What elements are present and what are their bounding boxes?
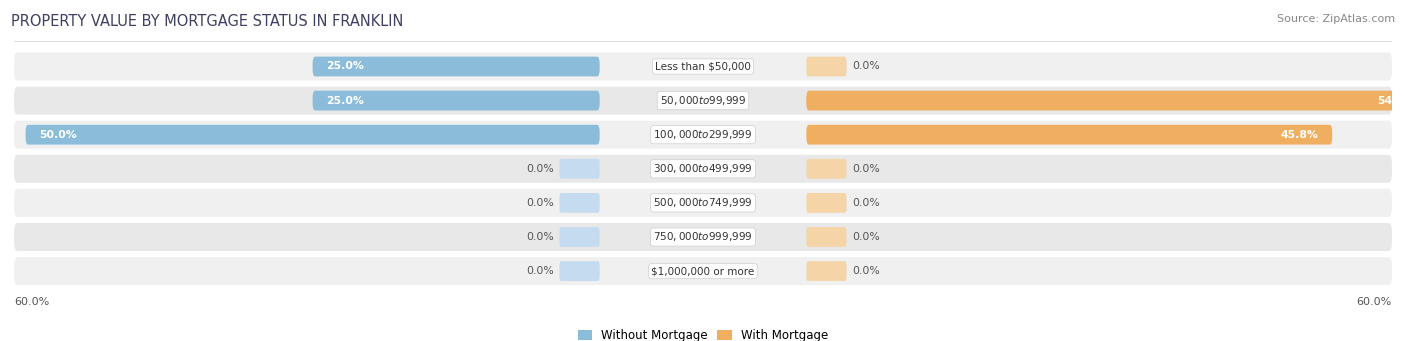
FancyBboxPatch shape [807,227,846,247]
Text: PROPERTY VALUE BY MORTGAGE STATUS IN FRANKLIN: PROPERTY VALUE BY MORTGAGE STATUS IN FRA… [11,14,404,29]
FancyBboxPatch shape [312,91,599,110]
Text: 25.0%: 25.0% [326,95,364,106]
FancyBboxPatch shape [807,57,846,76]
Text: 0.0%: 0.0% [852,164,880,174]
FancyBboxPatch shape [14,189,1392,217]
Text: 60.0%: 60.0% [14,297,49,307]
FancyBboxPatch shape [14,223,1392,251]
FancyBboxPatch shape [560,261,599,281]
Text: $500,000 to $749,999: $500,000 to $749,999 [654,196,752,209]
FancyBboxPatch shape [14,53,1392,80]
Text: Less than $50,000: Less than $50,000 [655,61,751,72]
Text: $300,000 to $499,999: $300,000 to $499,999 [654,162,752,175]
FancyBboxPatch shape [807,193,846,213]
FancyBboxPatch shape [14,155,1392,183]
Text: 0.0%: 0.0% [526,164,554,174]
FancyBboxPatch shape [14,121,1392,149]
Text: 0.0%: 0.0% [852,198,880,208]
Text: 25.0%: 25.0% [326,61,364,72]
Text: 60.0%: 60.0% [1357,297,1392,307]
Text: Source: ZipAtlas.com: Source: ZipAtlas.com [1277,14,1395,24]
Text: 45.8%: 45.8% [1281,130,1319,140]
Text: 0.0%: 0.0% [526,232,554,242]
FancyBboxPatch shape [807,261,846,281]
Text: 0.0%: 0.0% [526,198,554,208]
FancyBboxPatch shape [807,159,846,179]
Text: 0.0%: 0.0% [852,232,880,242]
Text: $50,000 to $99,999: $50,000 to $99,999 [659,94,747,107]
Text: $750,000 to $999,999: $750,000 to $999,999 [654,231,752,243]
FancyBboxPatch shape [560,159,599,179]
Text: 0.0%: 0.0% [852,266,880,276]
FancyBboxPatch shape [25,125,599,145]
Text: 0.0%: 0.0% [852,61,880,72]
Text: $100,000 to $299,999: $100,000 to $299,999 [654,128,752,141]
FancyBboxPatch shape [560,227,599,247]
FancyBboxPatch shape [14,87,1392,115]
Text: 54.2%: 54.2% [1376,95,1406,106]
Text: $1,000,000 or more: $1,000,000 or more [651,266,755,276]
FancyBboxPatch shape [560,193,599,213]
Text: 50.0%: 50.0% [39,130,77,140]
FancyBboxPatch shape [807,125,1333,145]
FancyBboxPatch shape [312,57,599,76]
FancyBboxPatch shape [14,257,1392,285]
FancyBboxPatch shape [807,91,1406,110]
Text: 0.0%: 0.0% [526,266,554,276]
Legend: Without Mortgage, With Mortgage: Without Mortgage, With Mortgage [574,325,832,341]
